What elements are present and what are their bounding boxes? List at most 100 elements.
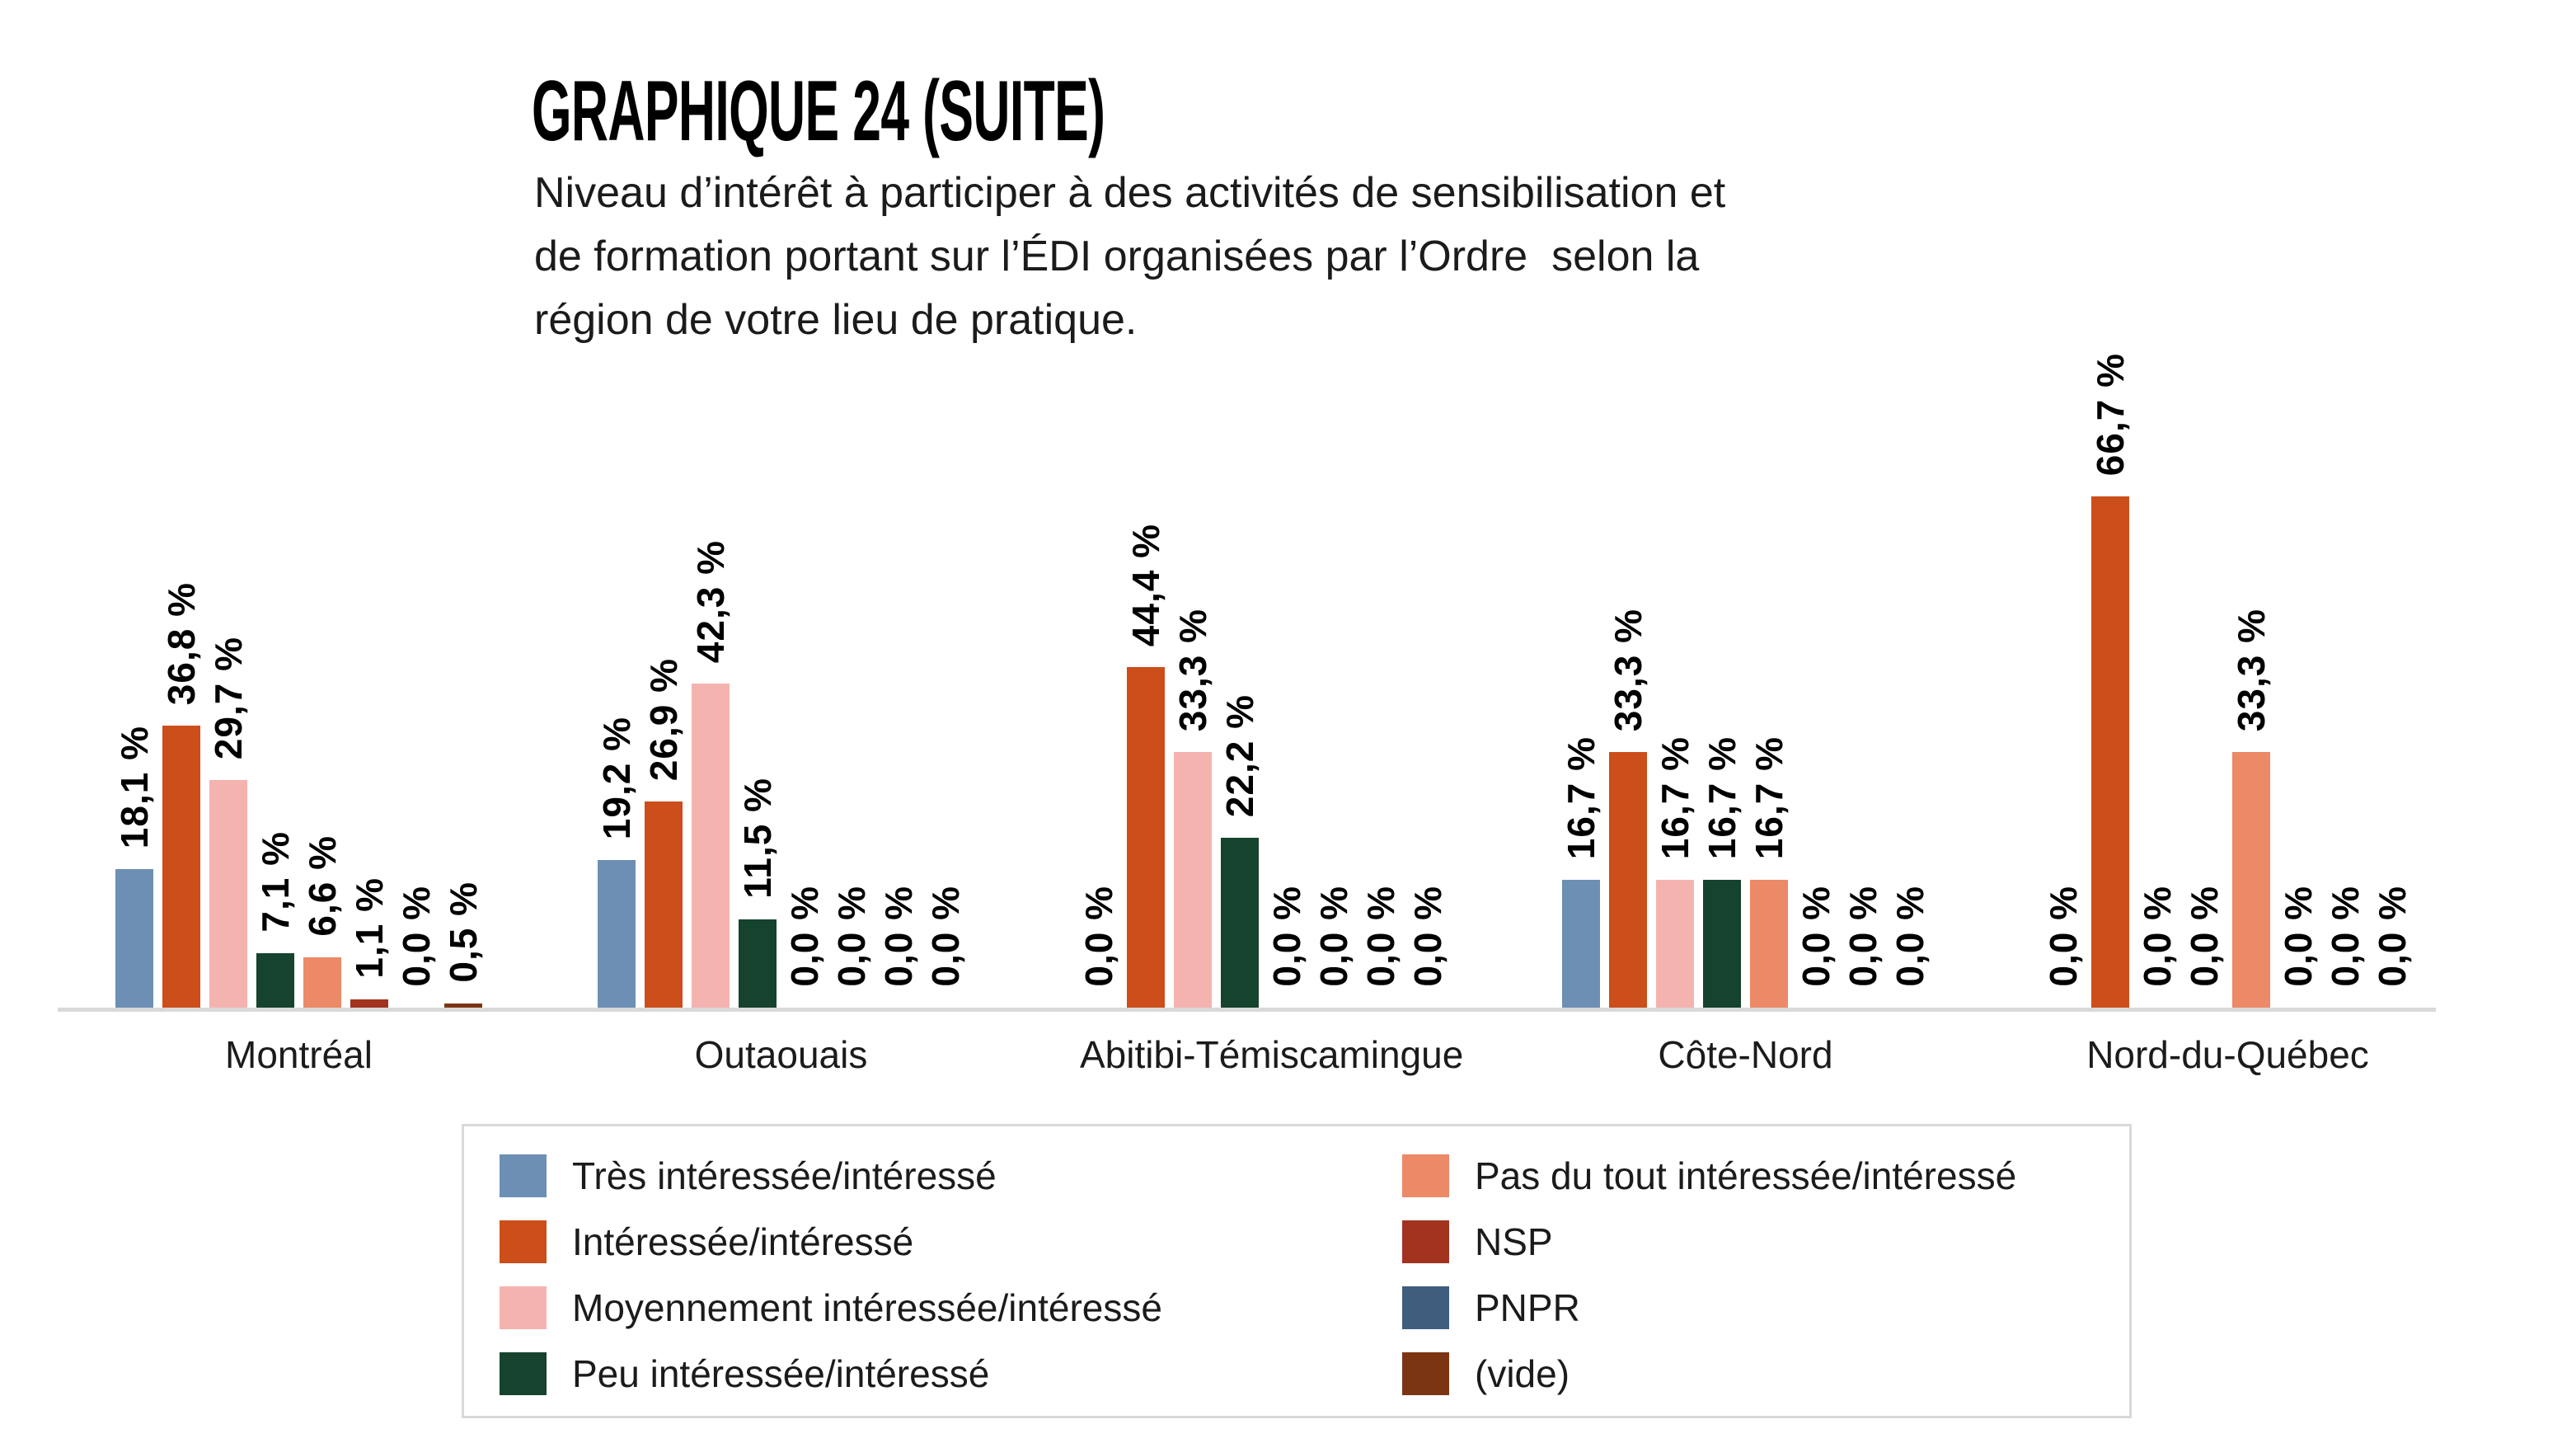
legend-item: Très intéressée/intéressé xyxy=(500,1143,1402,1209)
bar-slot: 0,0 % xyxy=(1795,0,1837,1008)
bar-value-label: 16,7 % xyxy=(1654,736,1696,859)
bar-value-label: 6,6 % xyxy=(301,835,344,937)
bar-value-label: 36,8 % xyxy=(160,581,203,705)
bar-value-label: 66,7 % xyxy=(2089,352,2132,476)
legend-swatch xyxy=(500,1286,547,1329)
bar-slot: 1,1 % xyxy=(348,0,391,1008)
bar-slot: 29,7 % xyxy=(207,0,250,1008)
bar-slot: 18,1 % xyxy=(113,0,156,1008)
bar-value-label: 0,0 % xyxy=(1077,886,1120,987)
category-label: Montréal xyxy=(225,1033,373,1076)
subtitle-line-3: région de votre lieu de pratique. xyxy=(534,296,1138,344)
x-axis-line xyxy=(58,1008,2436,1012)
bar-slot: 0,0 % xyxy=(395,0,438,1008)
bar-value-label: 0,0 % xyxy=(783,886,826,987)
bar-slot: 0,0 % xyxy=(2183,0,2226,1008)
bar xyxy=(256,953,294,1008)
legend-column: Très intéressée/intéressé Intéressée/inté… xyxy=(500,1143,1402,1416)
bar-slot: 0,0 % xyxy=(2042,0,2085,1008)
category-label: Nord-du-Québec xyxy=(2086,1033,2369,1076)
bar xyxy=(444,1004,482,1008)
legend-item: Intéressée/intéressé xyxy=(500,1209,1402,1275)
legend-label: Intéressée/intéressé xyxy=(572,1220,914,1263)
chart-subtitle: Niveau d’intérêt à participer à des acti… xyxy=(534,162,1725,352)
bar xyxy=(1127,667,1165,1008)
bar-value-label: 0,0 % xyxy=(2324,886,2367,987)
bar-value-label: 18,1 % xyxy=(113,725,156,848)
bar-slot: 0,0 % xyxy=(783,0,826,1008)
bar-slot: 0,0 % xyxy=(1889,0,1931,1008)
bar-value-label: 0,0 % xyxy=(395,886,438,987)
bar-value-label: 19,2 % xyxy=(595,716,638,839)
legend-column: Pas du tout intéressée/intéressé NSP PNPR (… xyxy=(1402,1143,2129,1416)
bar-value-label: 16,7 % xyxy=(1748,736,1790,859)
bar xyxy=(115,869,153,1008)
bar-slot: 44,4 % xyxy=(1124,0,1167,1008)
bar xyxy=(2232,752,2270,1008)
bar-slot: 19,2 % xyxy=(595,0,638,1008)
bar-value-label: 44,4 % xyxy=(1124,523,1167,646)
bar-value-label: 0,0 % xyxy=(1795,886,1837,987)
legend-item: Pas du tout intéressée/intéressé xyxy=(1402,1143,2129,1209)
bar-slot: 16,7 % xyxy=(1701,0,1743,1008)
legend-swatch xyxy=(1402,1154,1449,1197)
bar-value-label: 0,0 % xyxy=(830,886,873,987)
bar-slot: 0,0 % xyxy=(2371,0,2414,1008)
bar-group: 0,0 % 66,7 % 0,0 % 0,0 % 33,3 % 0,0 % 0,0 % 0,0… xyxy=(2042,0,2414,1008)
bar-group: 16,7 % 33,3 % 16,7 % 16,7 % 16,7 % 0,0 % 0,0 %… xyxy=(1560,0,1931,1008)
bar xyxy=(162,726,200,1008)
bar-slot: 26,9 % xyxy=(642,0,685,1008)
bar-slot: 33,3 % xyxy=(1607,0,1649,1008)
bar xyxy=(739,919,777,1008)
bar-value-label: 0,0 % xyxy=(1265,886,1308,987)
bar-value-label: 0,0 % xyxy=(2042,886,2085,987)
legend-swatch xyxy=(1402,1220,1449,1263)
bar-value-label: 29,7 % xyxy=(207,636,250,759)
category-label: Côte-Nord xyxy=(1658,1033,1833,1076)
bar-value-label: 16,7 % xyxy=(1560,736,1602,859)
bar-slot: 11,5 % xyxy=(736,0,779,1008)
subtitle-line-2: de formation portant sur l’ÉDI organisée… xyxy=(534,233,1700,280)
legend-label: PNPR xyxy=(1475,1286,1580,1329)
bar-value-label: 0,0 % xyxy=(2183,886,2226,987)
bar xyxy=(1221,838,1259,1008)
bar xyxy=(303,957,341,1008)
bar-value-label: 0,0 % xyxy=(2277,886,2320,987)
chart-title: GRAPHIQUE 24 (SUITE) xyxy=(532,63,1105,159)
category-label: Abitibi-Témiscamingue xyxy=(1080,1033,1464,1076)
bar-slot: 16,7 % xyxy=(1748,0,1790,1008)
bar-slot: 0,0 % xyxy=(2324,0,2367,1008)
bar-slot: 33,3 % xyxy=(1171,0,1214,1008)
bar xyxy=(1174,752,1212,1008)
bar-group: 18,1 % 36,8 % 29,7 % 7,1 % 6,6 % 1,1 % 0,0 % 0,… xyxy=(113,0,485,1008)
bar-value-label: 26,9 % xyxy=(642,657,685,781)
bar-value-label: 33,3 % xyxy=(1171,608,1214,731)
bar-value-label: 0,0 % xyxy=(1312,886,1355,987)
bar-group: 0,0 % 44,4 % 33,3 % 22,2 % 0,0 % 0,0 % 0,0 % 0,… xyxy=(1077,0,1449,1008)
bar-slot: 0,0 % xyxy=(1077,0,1120,1008)
bar-group: 19,2 % 26,9 % 42,3 % 11,5 % 0,0 % 0,0 % 0,0 % 0… xyxy=(595,0,967,1008)
legend-label: Très intéressée/intéressé xyxy=(572,1154,997,1197)
legend-swatch xyxy=(500,1220,547,1263)
bar xyxy=(1703,880,1741,1008)
bar-slot: 42,3 % xyxy=(689,0,732,1008)
bar xyxy=(692,684,730,1008)
bar-value-label: 16,7 % xyxy=(1701,736,1743,859)
bar-slot: 22,2 % xyxy=(1218,0,1261,1008)
bar-slot: 16,7 % xyxy=(1560,0,1602,1008)
bar xyxy=(1562,880,1600,1008)
bar-slot: 0,0 % xyxy=(1359,0,1402,1008)
bar xyxy=(1609,752,1647,1008)
legend-item: NSP xyxy=(1402,1209,2129,1275)
legend-label: Peu intéressée/intéressé xyxy=(572,1352,990,1395)
bar-slot: 0,5 % xyxy=(442,0,485,1008)
bar-slot: 33,3 % xyxy=(2230,0,2273,1008)
bar xyxy=(1750,880,1788,1008)
bar xyxy=(1656,880,1694,1008)
bar-slot: 0,0 % xyxy=(877,0,920,1008)
bar-value-label: 0,0 % xyxy=(924,886,967,987)
category-label: Outaouais xyxy=(694,1033,868,1076)
bar-slot: 16,7 % xyxy=(1654,0,1696,1008)
bar-value-label: 11,5 % xyxy=(736,778,779,899)
bar-slot: 0,0 % xyxy=(2136,0,2179,1008)
